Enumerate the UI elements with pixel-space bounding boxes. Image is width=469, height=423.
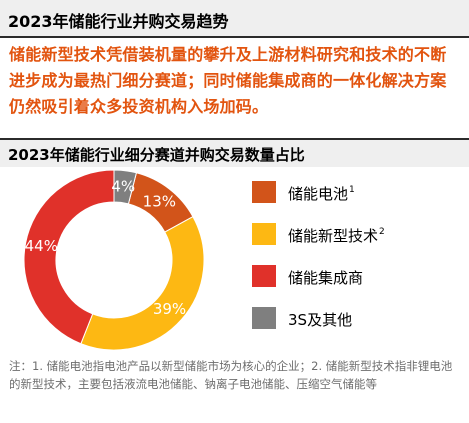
header-divider (0, 36, 469, 38)
chart-header-bar: 2023年储能行业细分赛道并购交易数量占比 (0, 140, 469, 167)
legend-label-integrator: 储能集成商 (288, 269, 364, 287)
legend-footnote-marker: 2 (379, 227, 385, 237)
header-bar: 2023年储能行业并购交易趋势 (0, 0, 469, 36)
legend-item-other: 3S及其他 (252, 307, 462, 331)
slice-label-other: 4% (111, 178, 135, 196)
legend-item-integrator: 储能集成商 (252, 265, 462, 289)
section-divider (0, 138, 469, 140)
legend-item-battery: 储能电池1 (252, 181, 462, 205)
donut-slice-other (113, 170, 137, 205)
legend-swatch-new-tech (252, 223, 276, 245)
legend-label-new-tech: 储能新型技术2 (288, 227, 385, 245)
footnote: 注：1. 储能电池指电池产品以新型储能市场为核心的企业；2. 储能新型技术指非锂… (9, 359, 453, 391)
legend-footnote-marker: 1 (349, 185, 355, 195)
chart-title: 2023年储能行业细分赛道并购交易数量占比 (8, 146, 305, 164)
donut-chart: 13% 39% 44% 4% (23, 170, 205, 350)
legend-label-battery: 储能电池1 (288, 185, 355, 203)
page-title: 2023年储能行业并购交易趋势 (8, 12, 229, 31)
summary-text: 储能新型技术凭借装机量的攀升及上游材料研究和技术的不断进步成为最热门细分赛道；同… (9, 45, 447, 116)
legend-label-other: 3S及其他 (288, 311, 353, 329)
slice-label-battery: 13% (143, 193, 176, 211)
slice-label-new-tech: 39% (153, 300, 186, 318)
legend-item-new-tech: 储能新型技术2 (252, 223, 462, 247)
legend-swatch-battery (252, 181, 276, 203)
slice-label-integrator: 44% (25, 237, 58, 255)
donut-slice-integrator (23, 170, 115, 345)
legend-swatch-other (252, 307, 276, 329)
donut-slice-new-tech (80, 215, 205, 350)
legend-swatch-integrator (252, 265, 276, 287)
